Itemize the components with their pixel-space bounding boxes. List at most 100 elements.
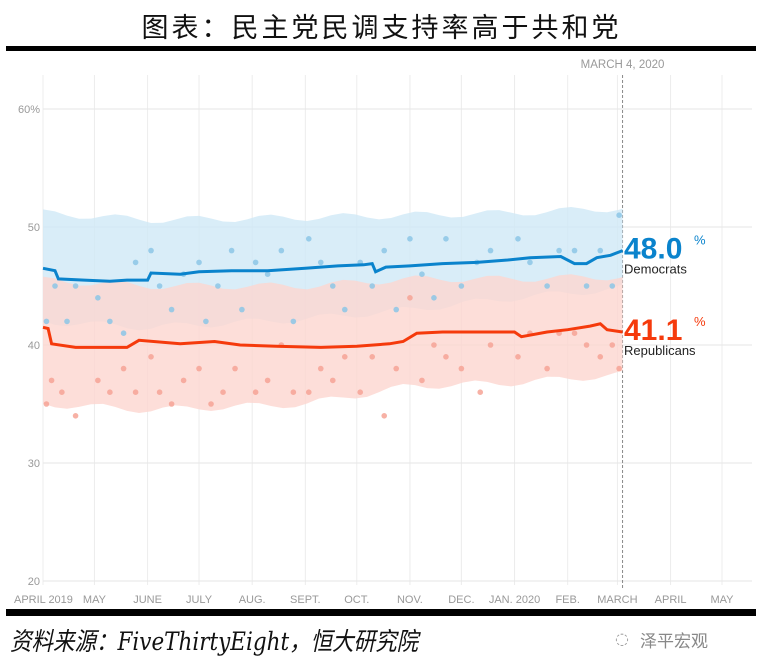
republicans-poll-dot [107, 389, 113, 396]
republicans-poll-dot [305, 389, 312, 396]
republicans-poll-dot [208, 401, 214, 407]
republicans-poll-dot [43, 401, 50, 407]
x-tick-label: NOV. [397, 594, 423, 606]
republicans-poll-dot [443, 354, 449, 360]
wechat-icon: ◌ [615, 629, 629, 648]
democrats-poll-dot [597, 247, 604, 254]
republicans-poll-dot [616, 365, 622, 372]
republicans-poll-dot [290, 389, 297, 396]
democrats-poll-dot [252, 259, 259, 266]
republicans-poll-dot [264, 377, 271, 384]
republicans-poll-dot [341, 354, 348, 360]
republicans-poll-dot [369, 354, 376, 360]
democrats-poll-dot [609, 283, 616, 289]
democrats-poll-dot [458, 283, 465, 289]
democrats-series-label: Democrats [624, 262, 687, 277]
democrats-poll-dot [72, 283, 79, 289]
republicans-poll-dot [544, 365, 550, 372]
democrats-poll-dot [393, 306, 400, 313]
footer-rule [6, 609, 756, 616]
source-note: 资料来源：FiveThirtyEight，恒大研究院 [10, 627, 419, 656]
republicans-poll-dot [431, 342, 437, 348]
republicans-poll-dot [357, 389, 364, 396]
republicans-poll-dot [132, 389, 139, 396]
democrats-poll-dot [290, 318, 297, 325]
republicans-series-label: Republicans [624, 343, 696, 358]
republicans-poll-dot [220, 389, 226, 396]
democrats-poll-dot [616, 212, 622, 218]
republicans-poll-dot [487, 342, 494, 348]
republicans-confidence-band [43, 274, 623, 413]
republicans-poll-dot [95, 377, 101, 384]
date-marker-label: MARCH 4, 2020 [581, 59, 665, 71]
republicans-poll-dot [477, 389, 484, 396]
republicans-poll-dot [393, 365, 400, 372]
republicans-poll-dot [59, 389, 65, 396]
democrats-average-line [42, 249, 624, 283]
democrats-poll-dot [43, 318, 50, 325]
republicans-poll-dot [597, 354, 604, 360]
democrats-poll-dot [203, 318, 209, 325]
republicans-poll-dot [317, 365, 324, 372]
y-tick-label: 20 [28, 576, 40, 588]
republicans-poll-dot [196, 365, 202, 372]
democrats-poll-dot [341, 306, 348, 313]
republicans-poll-dot [168, 401, 175, 407]
democrats-poll-dot [168, 306, 175, 313]
democrats-poll-dot [515, 236, 521, 242]
democrats-poll-dot [571, 247, 578, 254]
democrats-percent-sign: % [694, 233, 706, 248]
x-tick-label: JAN. 2020 [489, 594, 540, 606]
republicans-poll-dot [458, 365, 465, 372]
x-tick-label: DEC. [448, 594, 474, 606]
democrats-poll-dot [107, 318, 113, 325]
republicans-poll-dot [156, 389, 163, 396]
page-title: 图表：民主党民调支持率高于共和党 [141, 13, 622, 44]
democrats-poll-dot [527, 259, 533, 266]
y-tick-label: 60% [18, 104, 40, 116]
x-tick-label: MARCH [597, 594, 637, 606]
republicans-poll-dot [419, 377, 425, 384]
republicans-poll-dot [515, 354, 521, 360]
democrats-poll-dot [148, 247, 154, 254]
republicans-poll-dot [609, 342, 616, 348]
democrats-poll-dot [239, 306, 245, 313]
brand-label: 泽平宏观 [640, 632, 708, 652]
title-rule [6, 46, 756, 51]
democrats-poll-dot [583, 283, 590, 289]
x-tick-label: MAY [83, 594, 107, 606]
democrats-poll-dot [329, 283, 336, 289]
republicans-poll-dot [329, 377, 336, 384]
republicans-poll-dot [252, 389, 259, 396]
democrats-poll-dot [443, 236, 449, 242]
x-tick-label: APRIL 2019 [14, 594, 73, 606]
democrats-poll-dot [278, 247, 285, 254]
democrats-poll-dot [544, 283, 550, 289]
republicans-average-line [42, 322, 623, 349]
y-tick-label: 40 [28, 340, 40, 352]
democrats-poll-dot [95, 295, 101, 301]
democrats-poll-dot [120, 330, 127, 337]
democrats-poll-dot [215, 283, 221, 289]
democrats-poll-dot [52, 283, 58, 289]
democrats-poll-dot [196, 259, 202, 266]
x-tick-label: MAY [710, 594, 734, 606]
republicans-poll-dot [571, 330, 578, 337]
republicans-poll-dot [72, 413, 79, 419]
x-tick-label: JUNE [133, 594, 162, 606]
republicans-poll-dot [232, 365, 238, 372]
x-tick-label: SEPT. [290, 594, 321, 606]
democrats-poll-dot [264, 271, 271, 278]
x-tick-label: AUG. [239, 594, 266, 606]
x-tick-label: OCT. [344, 594, 369, 606]
republicans-final-value: 41.1 [624, 314, 682, 347]
democrats-poll-dot [487, 247, 494, 254]
republicans-percent-sign: % [694, 314, 706, 329]
x-tick-label: APRIL [655, 594, 687, 606]
republicans-poll-dot [407, 295, 413, 301]
poll-chart: APRIL 2019 MAY JUNE JULY AUG. SEPT. OCT. NOV. DE… [14, 59, 752, 606]
x-tick-label: JULY [186, 594, 213, 606]
democrats-poll-dot [305, 236, 312, 242]
democrats-poll-dot [132, 259, 139, 266]
republicans-poll-dot [583, 342, 590, 348]
